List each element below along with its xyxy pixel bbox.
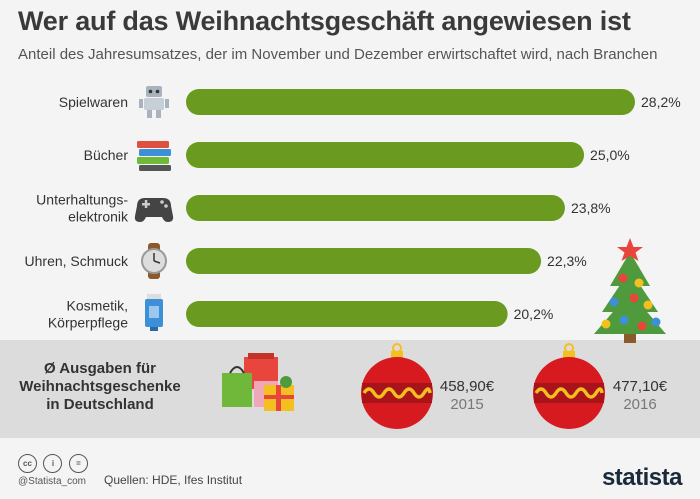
watch-icon <box>141 243 167 279</box>
value-label: 20,2% <box>514 306 554 322</box>
category-label-line: Uhren, Schmuck <box>25 253 129 269</box>
category-label-line: Kosmetik, <box>67 298 128 314</box>
cream-tube-icon <box>145 294 163 331</box>
by-icon: i <box>43 454 63 473</box>
books-icon <box>137 141 171 171</box>
spending-2016-amount: 477,10€ <box>612 378 668 395</box>
spending-label: Ø Ausgaben für Weihnachtsgeschenke in Deut… <box>0 360 200 414</box>
robot-icon <box>139 86 169 118</box>
category-label: Spielwaren <box>59 94 128 110</box>
page-title: Wer auf das Weihnachtsgeschäft angewiese… <box>18 6 631 36</box>
category-label-line: Spielwaren <box>59 94 128 110</box>
spending-label-line: in Deutschland <box>46 396 154 413</box>
bar <box>186 89 635 115</box>
value-label: 22,3% <box>547 253 587 269</box>
bar <box>186 142 585 168</box>
value-label: 25,0% <box>590 147 630 163</box>
ornament-2015-icon <box>361 343 433 429</box>
bar <box>186 248 542 274</box>
bar <box>186 195 565 221</box>
bars-layer: 28,2% Spielwaren 25,0% Bücher 23,8% Unterhalt… <box>25 86 681 331</box>
statista-handle: @Statista_com <box>18 476 86 487</box>
sources: Quellen: HDE, Ifes Institut <box>104 473 243 487</box>
bar <box>186 301 508 327</box>
spending-2015-year: 2015 <box>450 396 484 413</box>
spending-2016-year: 2016 <box>623 396 657 413</box>
spending-label-line: Ø Ausgaben für <box>44 360 156 377</box>
category-label: Bücher <box>84 147 129 163</box>
spending-2015-amount: 458,90€ <box>439 378 495 395</box>
spending-2015: 458,90€ 2015 <box>432 378 502 414</box>
page-subtitle: Anteil des Jahresumsatzes, der im Novemb… <box>18 46 658 63</box>
category-label-line: elektronik <box>68 209 129 225</box>
statista-logo: statista <box>601 464 683 491</box>
spending-label-line: Weihnachtsgeschenke <box>19 378 181 395</box>
category-label-line: Körperpflege <box>48 315 128 331</box>
gamepad-icon <box>134 198 174 222</box>
category-label: Unterhaltungs-elektronik <box>36 192 129 225</box>
spending-2016: 477,10€ 2016 <box>605 378 675 414</box>
category-label: Kosmetik, Körperpflege <box>48 298 128 331</box>
category-label: Uhren, Schmuck <box>25 253 129 269</box>
category-label-line: Bücher <box>84 147 129 163</box>
license-icons: cc i = <box>18 453 90 473</box>
value-label: 28,2% <box>641 94 681 110</box>
gift-bags-icon <box>222 353 294 411</box>
value-label: 23,8% <box>571 200 611 216</box>
christmas-tree-icon <box>594 238 666 343</box>
nd-icon: = <box>68 454 88 473</box>
cc-icon: cc <box>18 454 37 473</box>
category-label-line: Unterhaltungs- <box>36 192 128 208</box>
ornament-2016-icon <box>533 343 605 429</box>
